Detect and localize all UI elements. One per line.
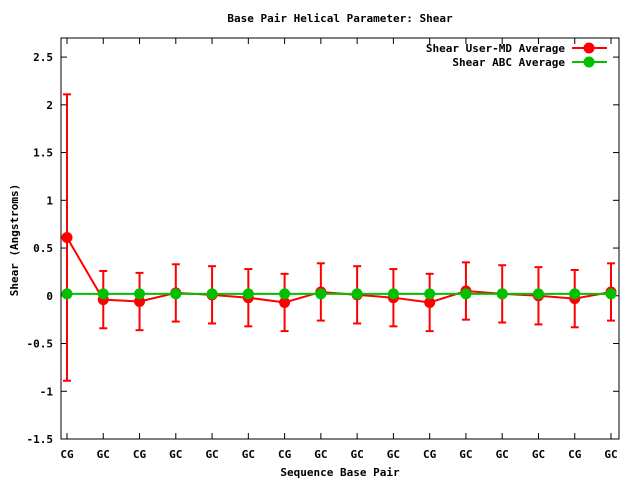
x-tick-label: GC	[205, 448, 218, 461]
y-axis-label: Shear (Angstroms)	[8, 184, 21, 297]
y-tick-label: 2	[46, 99, 53, 112]
data-point	[279, 296, 291, 308]
x-tick-label: GC	[351, 448, 364, 461]
legend-marker	[583, 56, 595, 68]
data-point	[279, 288, 291, 300]
x-tick-label: CG	[60, 448, 74, 461]
data-point	[134, 296, 146, 308]
x-tick-label: GC	[314, 448, 327, 461]
data-point	[134, 288, 146, 300]
series-1	[61, 93, 617, 382]
x-tick-label: GC	[387, 448, 400, 461]
data-point	[170, 288, 182, 300]
legend-marker	[583, 42, 595, 54]
y-axis-ticks: -1.5 -1 -0.5 0 0.5 1 1.5 2 2.5	[27, 51, 619, 446]
data-point	[315, 288, 327, 300]
chart-title: Base Pair Helical Parameter: Shear	[227, 12, 453, 25]
y-tick-label: 0	[46, 290, 53, 303]
x-tick-label: GC	[604, 448, 617, 461]
data-point	[351, 288, 363, 300]
x-tick-label: CG	[278, 448, 292, 461]
y-tick-label: -1	[40, 385, 54, 398]
x-tick-label: GC	[97, 448, 110, 461]
x-tick-label: GC	[496, 448, 509, 461]
data-point	[424, 296, 436, 308]
data-point	[532, 288, 544, 300]
series-line	[66, 237, 612, 304]
y-tick-label: 1.5	[33, 147, 53, 160]
data-point	[496, 288, 508, 300]
data-point	[460, 288, 472, 300]
data-point	[242, 288, 254, 300]
legend-label: Shear User-MD Average	[426, 42, 565, 55]
data-point	[206, 288, 218, 300]
plot-frame	[60, 37, 620, 440]
x-tick-label: GC	[169, 448, 182, 461]
data-point	[61, 288, 73, 300]
series-2	[61, 288, 617, 300]
y-tick-label: -0.5	[27, 338, 54, 351]
data-point	[569, 288, 581, 300]
data-point	[61, 232, 73, 244]
legend-label: Shear ABC Average	[452, 56, 565, 69]
x-tick-label: CG	[423, 448, 437, 461]
series-layer	[61, 93, 617, 382]
y-tick-label: 0.5	[33, 242, 53, 255]
x-tick-label: GC	[532, 448, 545, 461]
data-point	[97, 288, 109, 300]
x-axis-label: Sequence Base Pair	[280, 466, 400, 479]
y-tick-label: -1.5	[27, 433, 54, 446]
y-tick-label: 2.5	[33, 51, 53, 64]
x-tick-label: GC	[242, 448, 255, 461]
y-tick-label: 1	[46, 194, 53, 207]
x-axis-ticks: CG GC CG GC GC GC CG GC GC GC CG GC GC GC CG GC	[60, 38, 618, 461]
data-point	[605, 288, 617, 300]
x-tick-label: CG	[568, 448, 582, 461]
data-point	[424, 288, 436, 300]
data-point	[387, 288, 399, 300]
x-tick-label: GC	[459, 448, 472, 461]
x-tick-label: CG	[133, 448, 147, 461]
